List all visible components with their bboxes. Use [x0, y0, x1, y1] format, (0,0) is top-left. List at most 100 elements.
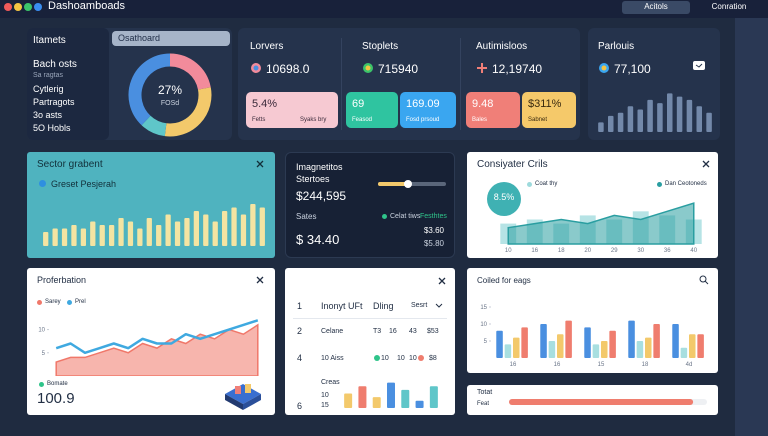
- bar: [609, 330, 616, 358]
- bar: [601, 341, 608, 358]
- bar: [250, 204, 256, 246]
- bar: [697, 334, 704, 358]
- bar: [174, 221, 181, 246]
- bar: [43, 232, 49, 246]
- stat-icon: [251, 63, 261, 73]
- donut-label: FOSd: [161, 100, 179, 107]
- cell: 10 Aiss: [321, 355, 344, 362]
- card-value: 69: [352, 98, 365, 110]
- close-icon[interactable]: [701, 159, 711, 169]
- bar: [496, 330, 503, 358]
- combo-chart: 10 16 18 20 29 30 36 40: [500, 202, 702, 254]
- cell: 10: [321, 392, 329, 399]
- card-label: Sabnet: [528, 117, 548, 123]
- stat-card: 5.4% Fetts Syaks bry: [246, 92, 338, 128]
- stat-value: 715940: [378, 62, 419, 76]
- label: Sates: [296, 212, 317, 221]
- header-cell: Inonyt UFt: [321, 301, 363, 311]
- tab[interactable]: Osathoard: [112, 31, 230, 46]
- list-item[interactable]: 5O Hobls: [33, 123, 71, 133]
- bar-chart: [43, 204, 265, 246]
- stats-panel: Lorvers 10698.0 5.4% Fetts Syaks bry Sto…: [238, 28, 580, 140]
- consiyater-panel: Consiyater Crils 8.5% Coat thy Dan Ceoto…: [467, 152, 718, 258]
- divider: [341, 38, 342, 130]
- bar: [184, 218, 190, 246]
- x-tick-label: 16: [510, 362, 517, 368]
- legend-dot: [39, 180, 46, 187]
- progress-fill: [509, 399, 694, 405]
- imagnetitos-panel: Imagnetitos Stertoes $244,595 Sates $ 34…: [285, 152, 455, 258]
- list-item[interactable]: 3o asts: [33, 110, 63, 120]
- button[interactable]: Acitols: [622, 1, 690, 14]
- label: Feat: [477, 401, 490, 407]
- legend-label: Dan Ceotoneds: [665, 181, 707, 187]
- list-item[interactable]: Sa ragtas: [33, 72, 63, 79]
- card-note: Syaks bry: [300, 117, 327, 123]
- bar: [696, 106, 703, 132]
- donut-chart: 27% FOSd: [128, 53, 212, 137]
- bar: [415, 400, 424, 408]
- x-tick-label: 15: [598, 362, 605, 368]
- x-tick-label: 18: [642, 362, 649, 368]
- label: Bomate: [47, 381, 68, 387]
- bar: [71, 225, 77, 246]
- message-icon[interactable]: [692, 60, 706, 72]
- bar: [259, 207, 265, 246]
- header-cell[interactable]: Sesrt: [411, 302, 428, 309]
- cell: 6: [297, 401, 303, 411]
- header-cell: Dling: [373, 301, 394, 311]
- button[interactable]: Conration: [711, 2, 747, 11]
- legend-label: Celat tiws: [390, 213, 421, 220]
- close-icon[interactable]: [437, 276, 447, 286]
- stat-card: $311% Sabnet: [522, 92, 576, 128]
- legend-label: Prel: [75, 299, 86, 305]
- list-item[interactable]: Cytlerig: [33, 84, 64, 94]
- close-icon[interactable]: [255, 275, 265, 285]
- card-value: 169.09: [406, 98, 440, 110]
- bar: [387, 382, 395, 408]
- stat-icon: [477, 63, 487, 73]
- x-tick-label: 30: [637, 248, 644, 254]
- side-value: $3.60: [423, 226, 444, 235]
- stat-icon: [599, 63, 609, 73]
- stat-title: Lorvers: [250, 41, 284, 52]
- x-tick-label: 29: [611, 248, 618, 254]
- bar: [127, 221, 134, 246]
- line: [55, 319, 259, 355]
- list-item[interactable]: Bach osts: [33, 59, 77, 70]
- y-tick-label: 5: [42, 351, 46, 357]
- x-tick-label: 16: [531, 248, 538, 254]
- donut-segment: [169, 53, 211, 91]
- cell: 10: [381, 355, 389, 362]
- card-value: 9.48: [472, 98, 494, 110]
- stat-title: Stoplets: [362, 41, 399, 52]
- search-icon[interactable]: [699, 275, 709, 285]
- bar: [645, 337, 652, 358]
- stat-value: 10698.0: [266, 62, 310, 76]
- x-tick-label: 16: [554, 362, 561, 368]
- status-dots: [374, 355, 424, 361]
- amount: $244,595: [296, 189, 347, 203]
- bar: [108, 225, 115, 246]
- panel-title: Sector grabent: [37, 159, 103, 170]
- stat-card: 9.48 Bales: [466, 92, 520, 128]
- card-value: 5.4%: [252, 98, 278, 110]
- card-value: $311%: [528, 98, 562, 110]
- bar: [344, 393, 353, 408]
- card-label: Bales: [472, 117, 488, 123]
- parlouis-panel: Parlouis 77,100: [588, 28, 720, 140]
- bar: [584, 327, 591, 358]
- bar: [540, 324, 547, 358]
- cell: 15: [321, 402, 329, 409]
- cell: 10: [397, 355, 405, 362]
- list-item[interactable]: Partragots: [33, 97, 75, 107]
- bar: [689, 334, 696, 358]
- cell: 4: [297, 353, 303, 363]
- bar: [637, 109, 644, 132]
- close-icon[interactable]: [255, 159, 265, 169]
- bar: [401, 389, 410, 408]
- dropdown-caret[interactable]: [435, 303, 443, 309]
- bar: [61, 228, 68, 246]
- slider[interactable]: [378, 179, 446, 189]
